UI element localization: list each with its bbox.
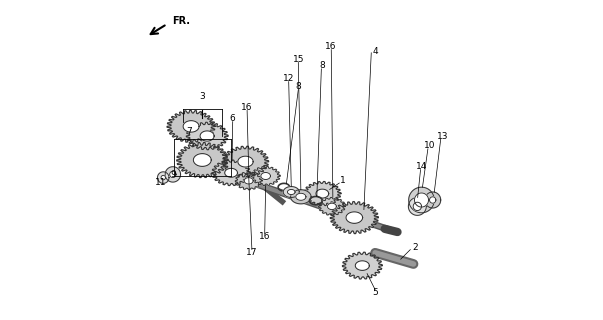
Polygon shape bbox=[161, 175, 165, 180]
Text: 17: 17 bbox=[246, 248, 257, 257]
Polygon shape bbox=[408, 197, 426, 215]
Text: 15: 15 bbox=[292, 55, 304, 64]
Polygon shape bbox=[316, 189, 329, 198]
Text: 12: 12 bbox=[283, 74, 294, 83]
Text: 9: 9 bbox=[171, 170, 176, 179]
Polygon shape bbox=[177, 142, 228, 178]
Text: 4: 4 bbox=[372, 47, 378, 56]
Polygon shape bbox=[244, 178, 253, 184]
Polygon shape bbox=[183, 121, 199, 132]
Text: 7: 7 bbox=[186, 127, 192, 136]
Polygon shape bbox=[261, 172, 271, 180]
Polygon shape bbox=[167, 110, 215, 142]
Text: FR.: FR. bbox=[172, 16, 190, 26]
Polygon shape bbox=[238, 156, 253, 167]
Polygon shape bbox=[318, 197, 346, 215]
Text: 10: 10 bbox=[424, 141, 435, 150]
Polygon shape bbox=[288, 189, 295, 195]
Polygon shape bbox=[346, 212, 362, 223]
Text: 2: 2 bbox=[412, 244, 418, 252]
Polygon shape bbox=[330, 202, 378, 234]
Text: 3: 3 bbox=[200, 92, 205, 100]
Polygon shape bbox=[186, 122, 228, 150]
Polygon shape bbox=[409, 187, 434, 213]
Polygon shape bbox=[223, 146, 268, 177]
Text: 1: 1 bbox=[340, 176, 346, 185]
Polygon shape bbox=[165, 167, 180, 182]
Polygon shape bbox=[251, 166, 280, 186]
Polygon shape bbox=[343, 252, 382, 279]
Polygon shape bbox=[355, 261, 370, 270]
Text: 5: 5 bbox=[372, 288, 378, 297]
Polygon shape bbox=[235, 172, 262, 190]
Text: 6: 6 bbox=[230, 114, 236, 123]
Polygon shape bbox=[200, 131, 214, 141]
Text: 11: 11 bbox=[155, 178, 166, 187]
Text: 8: 8 bbox=[295, 82, 301, 91]
Polygon shape bbox=[413, 202, 421, 211]
Text: 16: 16 bbox=[259, 232, 271, 241]
Text: 8: 8 bbox=[320, 61, 325, 70]
Text: 14: 14 bbox=[416, 162, 427, 171]
Polygon shape bbox=[414, 193, 429, 207]
Polygon shape bbox=[295, 193, 306, 200]
Polygon shape bbox=[194, 154, 211, 166]
Polygon shape bbox=[291, 190, 311, 204]
Text: 16: 16 bbox=[241, 103, 253, 112]
Polygon shape bbox=[225, 168, 238, 177]
Text: 16: 16 bbox=[324, 42, 336, 51]
Polygon shape bbox=[304, 181, 341, 206]
Polygon shape bbox=[212, 160, 250, 186]
Polygon shape bbox=[429, 197, 436, 203]
Polygon shape bbox=[425, 192, 441, 208]
Polygon shape bbox=[169, 171, 176, 178]
Text: 13: 13 bbox=[437, 132, 448, 140]
Polygon shape bbox=[283, 187, 299, 197]
Polygon shape bbox=[157, 172, 169, 183]
Polygon shape bbox=[327, 203, 336, 210]
